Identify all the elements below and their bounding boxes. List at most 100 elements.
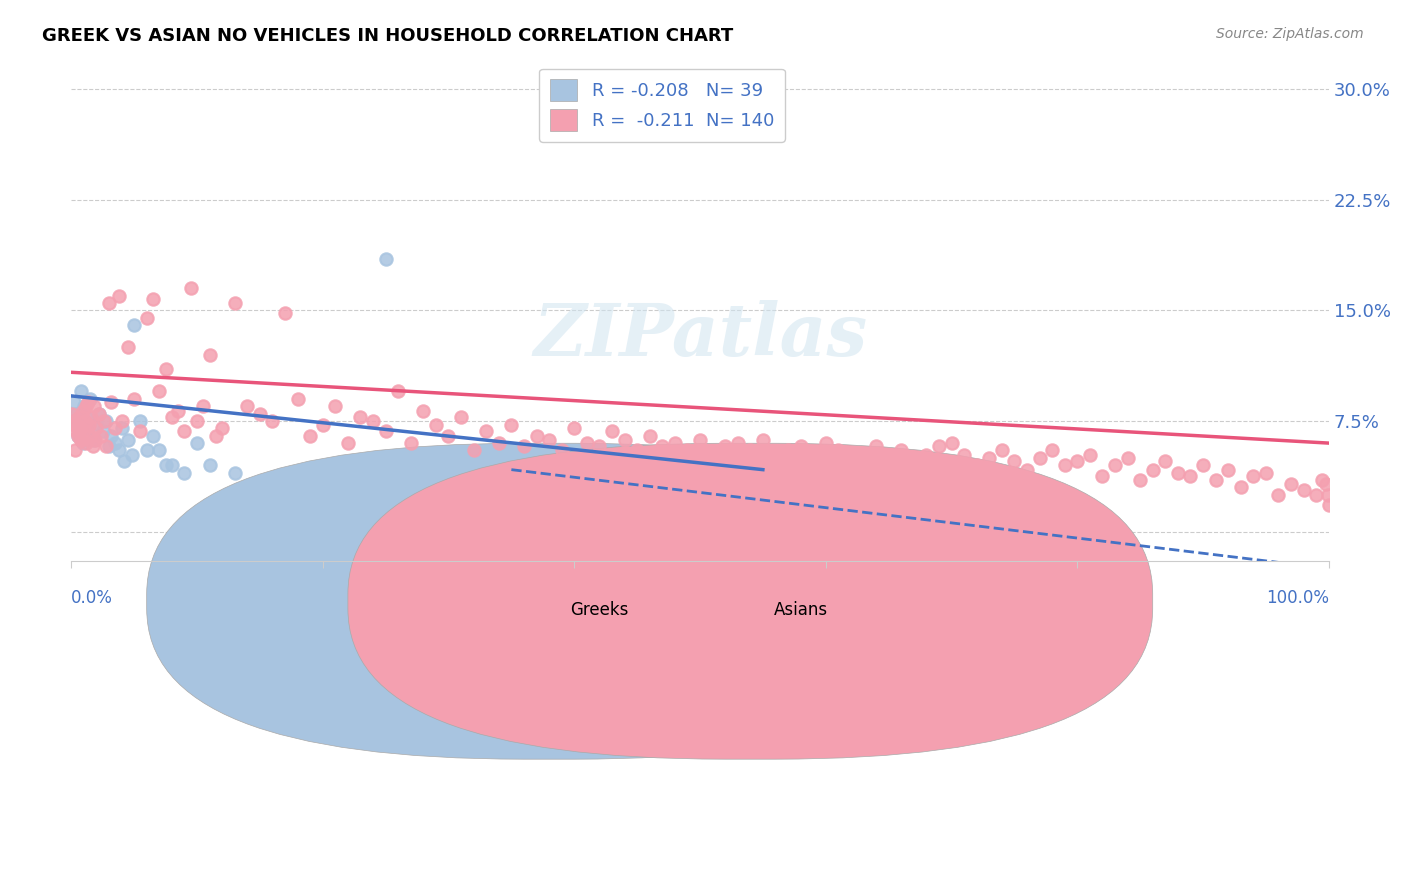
Point	[979, 450, 1001, 465]
Point	[205, 428, 228, 442]
Point	[463, 443, 485, 458]
Point	[600, 425, 623, 439]
Point	[299, 428, 322, 442]
Point	[108, 443, 131, 458]
FancyBboxPatch shape	[347, 443, 1153, 759]
Point	[941, 436, 963, 450]
Point	[425, 418, 447, 433]
Point	[80, 409, 103, 424]
Point	[689, 433, 711, 447]
Point	[75, 436, 97, 450]
Point	[84, 433, 107, 447]
Point	[361, 414, 384, 428]
Point	[67, 409, 90, 424]
Point	[79, 428, 101, 442]
Point	[1305, 488, 1327, 502]
Point	[76, 394, 98, 409]
Point	[915, 448, 938, 462]
Point	[450, 409, 472, 424]
Point	[1229, 480, 1251, 494]
Point	[142, 428, 165, 442]
Point	[142, 292, 165, 306]
Point	[76, 421, 98, 435]
Point	[70, 384, 93, 399]
Point	[77, 418, 100, 433]
Point	[1002, 454, 1025, 468]
Point	[740, 443, 762, 458]
Point	[72, 403, 94, 417]
Point	[890, 443, 912, 458]
Point	[588, 439, 610, 453]
Text: GREEK VS ASIAN NO VEHICLES IN HOUSEHOLD CORRELATION CHART: GREEK VS ASIAN NO VEHICLES IN HOUSEHOLD …	[42, 27, 734, 45]
Point	[186, 436, 208, 450]
Point	[70, 433, 93, 447]
Point	[1053, 458, 1076, 473]
Point	[70, 433, 93, 447]
Point	[789, 439, 811, 453]
Point	[135, 443, 157, 458]
Point	[75, 409, 97, 424]
Point	[173, 425, 195, 439]
Point	[1066, 454, 1088, 468]
Point	[702, 448, 724, 462]
Point	[83, 399, 105, 413]
Point	[224, 466, 246, 480]
Point	[776, 443, 799, 458]
Point	[67, 418, 90, 433]
Point	[312, 418, 335, 433]
Point	[1091, 468, 1114, 483]
Point	[117, 340, 139, 354]
Point	[676, 443, 699, 458]
Point	[98, 296, 121, 310]
Point	[155, 362, 177, 376]
Point	[87, 407, 110, 421]
Point	[412, 403, 434, 417]
Point	[249, 407, 271, 421]
Legend: R = -0.208   N= 39, R =  -0.211  N= 140: R = -0.208 N= 39, R = -0.211 N= 140	[540, 69, 785, 142]
Point	[1241, 468, 1264, 483]
Point	[928, 439, 950, 453]
Point	[538, 433, 561, 447]
Point	[852, 448, 875, 462]
Point	[349, 409, 371, 424]
Point	[90, 428, 112, 442]
Point	[62, 407, 84, 421]
Text: ZIPatlas: ZIPatlas	[533, 300, 868, 371]
Point	[1316, 488, 1339, 502]
Point	[66, 428, 89, 442]
Point	[475, 425, 498, 439]
Point	[66, 428, 89, 442]
Point	[387, 384, 409, 399]
Point	[626, 443, 648, 458]
Point	[287, 392, 309, 406]
Point	[262, 488, 284, 502]
Point	[65, 407, 87, 421]
Point	[801, 448, 824, 462]
Point	[148, 384, 170, 399]
Text: Greeks: Greeks	[571, 601, 628, 619]
Point	[274, 306, 297, 320]
Point	[117, 433, 139, 447]
Point	[262, 414, 284, 428]
Point	[1205, 473, 1227, 487]
Point	[765, 450, 787, 465]
Point	[437, 428, 460, 442]
Point	[526, 428, 548, 442]
Point	[323, 399, 346, 413]
Point	[69, 425, 91, 439]
Point	[336, 436, 359, 450]
Point	[513, 439, 536, 453]
Point	[86, 421, 108, 435]
Point	[62, 414, 84, 428]
Point	[100, 394, 122, 409]
Point	[104, 421, 127, 435]
Point	[100, 428, 122, 442]
Point	[66, 421, 89, 435]
Point	[1254, 466, 1277, 480]
Point	[1267, 488, 1289, 502]
Point	[1292, 483, 1315, 498]
Point	[198, 458, 221, 473]
Point	[135, 310, 157, 325]
Point	[1104, 458, 1126, 473]
Point	[122, 318, 145, 332]
